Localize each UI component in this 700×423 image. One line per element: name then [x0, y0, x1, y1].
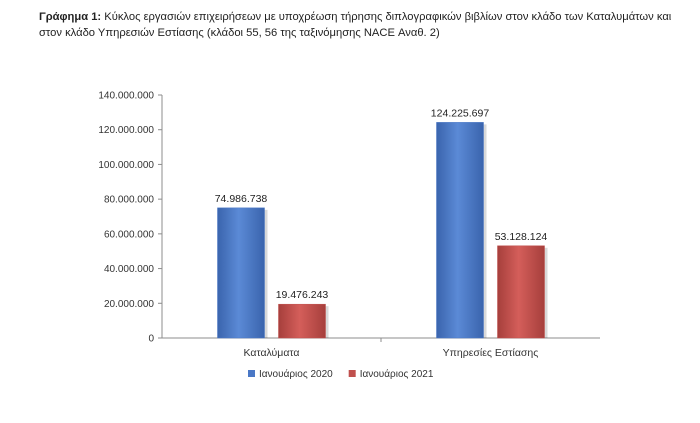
legend-swatch: [348, 370, 356, 377]
legend: Ιανουάριος 2020 Ιανουάριος 2021: [248, 368, 434, 380]
bar: [217, 207, 265, 339]
caption-text: Κύκλος εργασιών επιχειρήσεων με υποχρέωσ…: [39, 11, 672, 39]
bar: [436, 122, 484, 339]
y-axis: 0 20.000.000 40.000.000 60.000.000 80.000.00…: [98, 91, 163, 345]
data-label: 19.476.243: [276, 289, 329, 301]
y-tick-label: 60.000.000: [104, 229, 154, 240]
y-tick-label: 120.000.000: [98, 125, 154, 136]
data-label: 53.128.124: [495, 231, 548, 243]
caption-prefix: Γράφημα 1:: [39, 11, 102, 23]
x-axis: Καταλύματα Υπηρεσίες Εστίασης: [162, 337, 600, 359]
legend-label: Ιανουάριος 2021: [360, 368, 434, 380]
x-category-label: Υπηρεσίες Εστίασης: [443, 347, 539, 359]
legend-swatch: [248, 370, 255, 377]
chart-caption: Γράφημα 1: Κύκλος εργασιών επιχειρήσεων …: [39, 9, 689, 41]
y-tick-label: 140.000.000: [98, 91, 154, 102]
bars: 74.986.738 19.476.243 124.225.697 53.128.12…: [215, 107, 548, 339]
data-label: 124.225.697: [431, 107, 490, 119]
y-tick-label: 0: [148, 334, 154, 345]
y-tick-label: 40.000.000: [104, 264, 154, 275]
y-tick-label: 100.000.000: [98, 160, 154, 171]
y-tick-label: 80.000.000: [104, 195, 154, 206]
legend-label: Ιανουάριος 2020: [259, 368, 333, 380]
x-category-label: Καταλύματα: [244, 347, 300, 359]
y-tick-label: 20.000.000: [104, 299, 154, 310]
bar: [497, 245, 545, 339]
data-label: 74.986.738: [215, 193, 268, 205]
bar: [278, 303, 326, 339]
